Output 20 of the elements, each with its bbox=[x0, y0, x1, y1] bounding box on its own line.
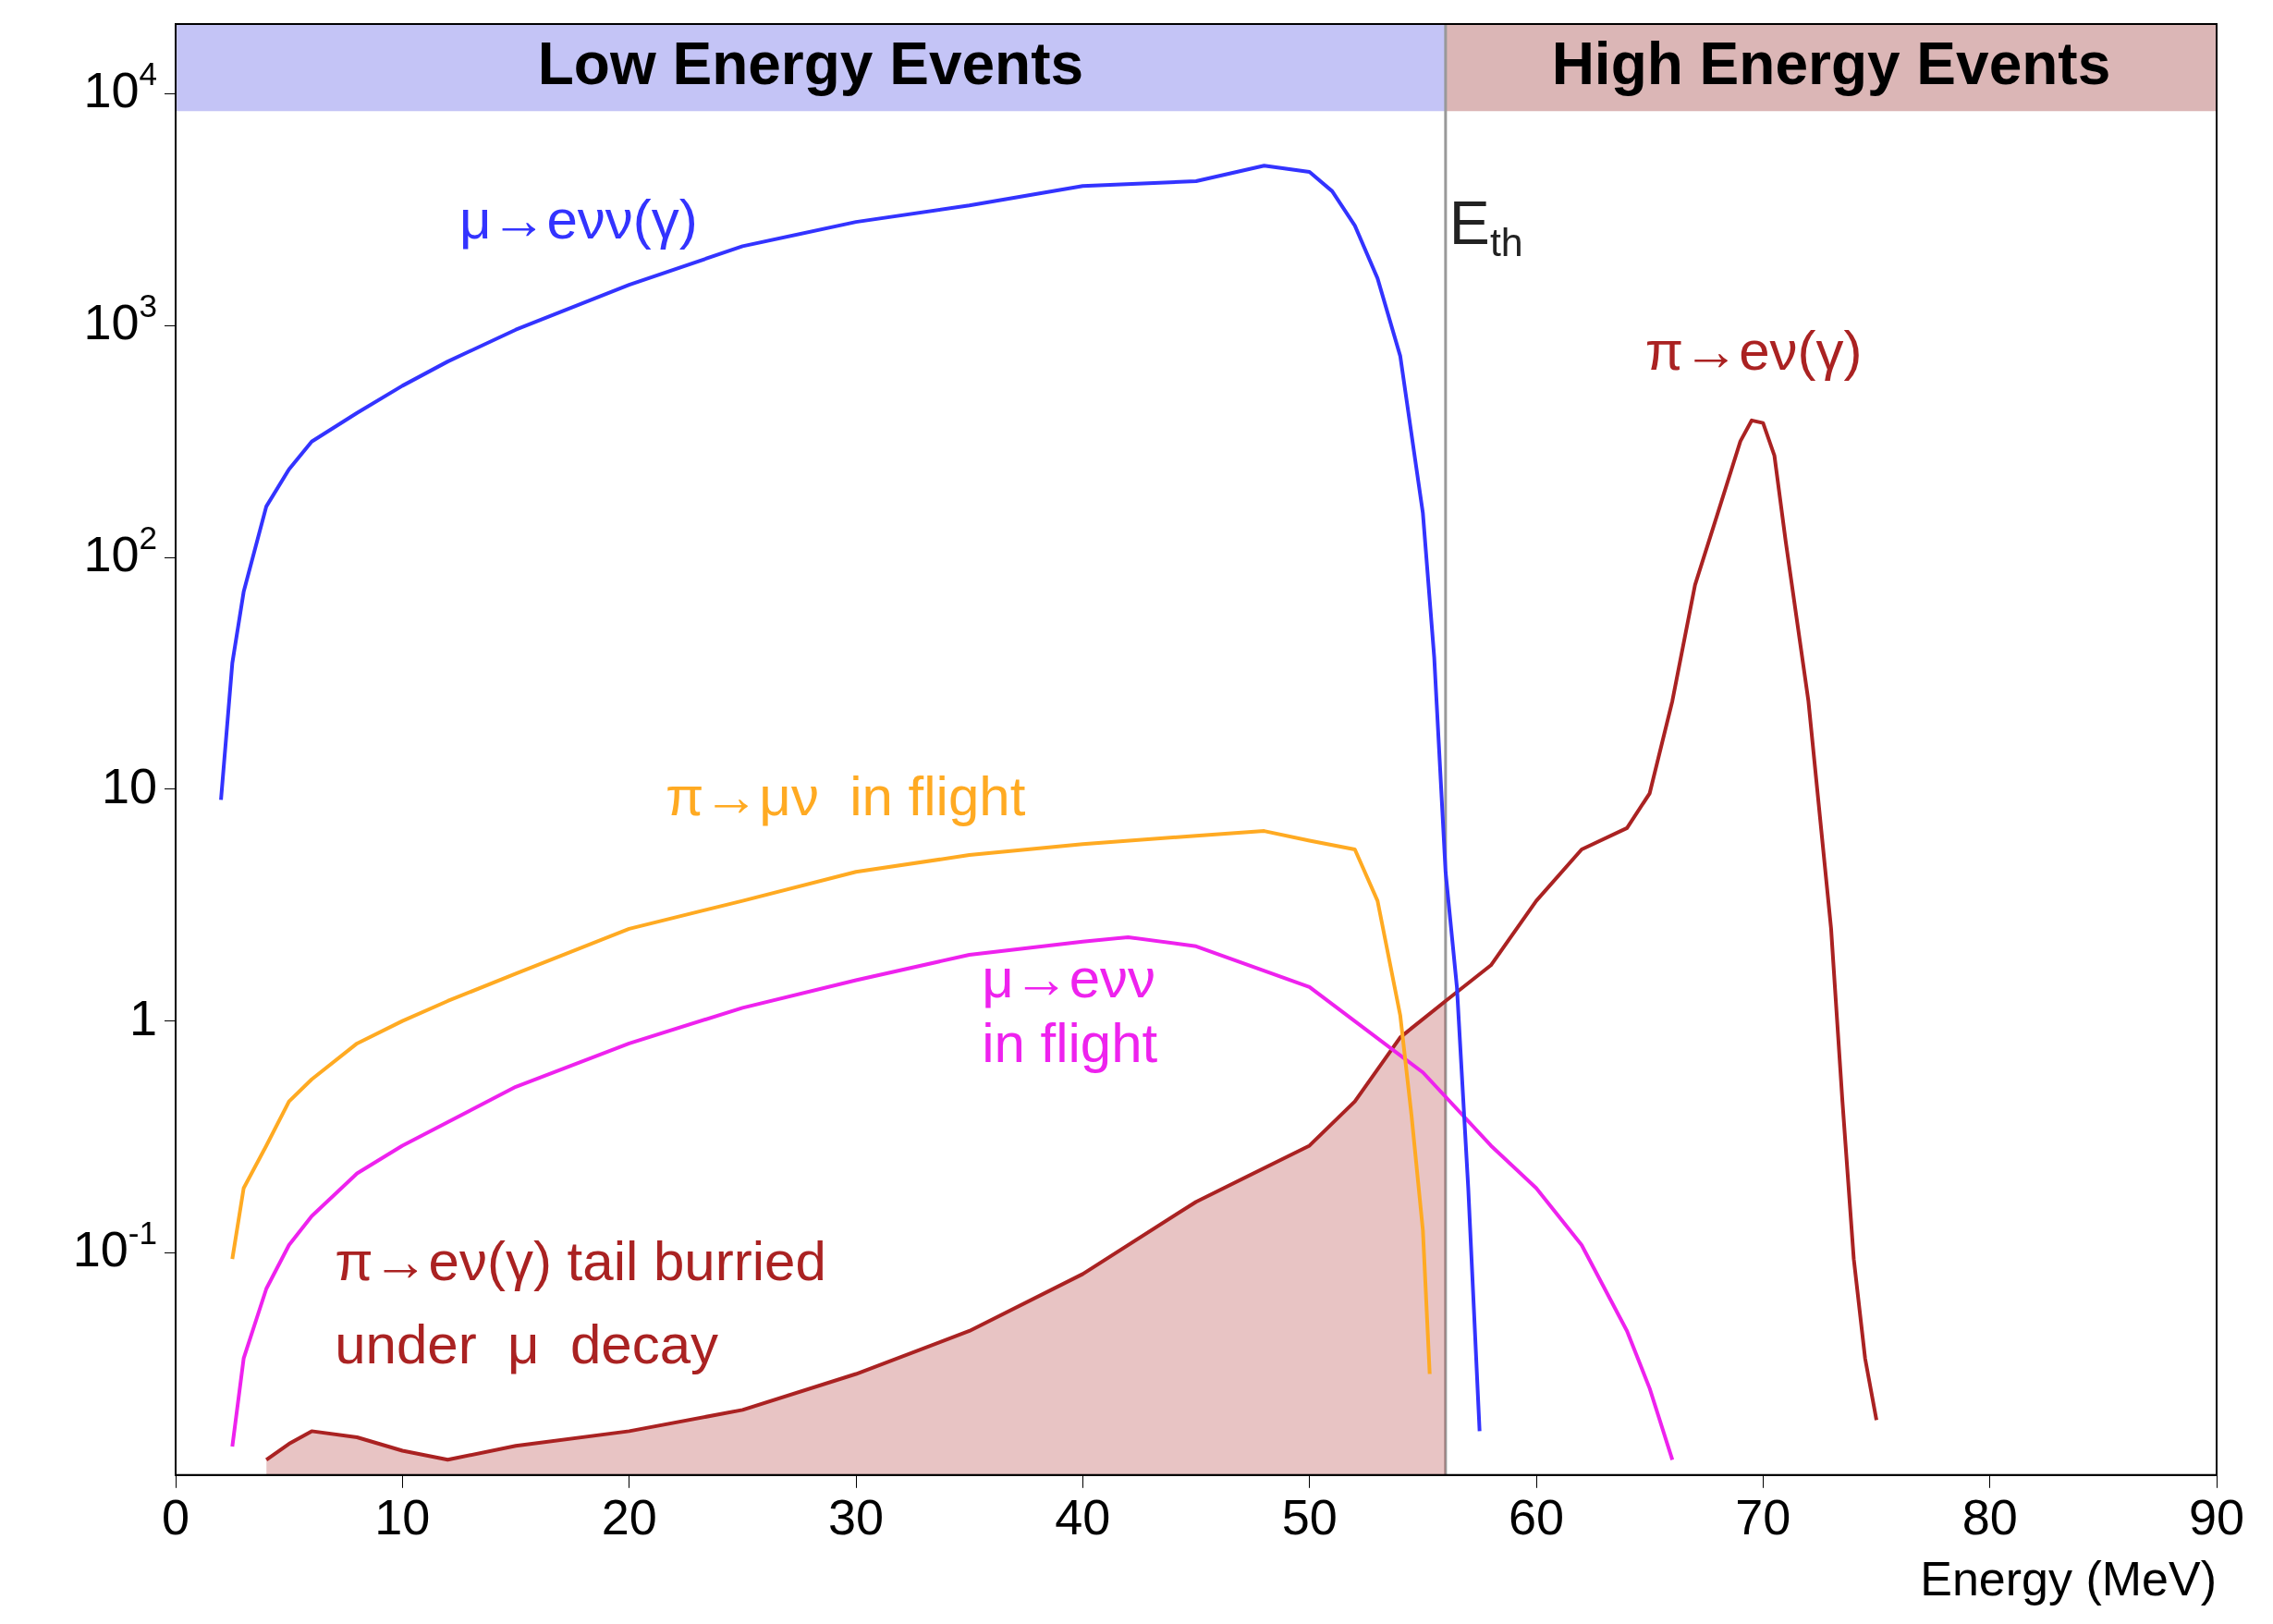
band-label: Low Energy Events bbox=[537, 30, 1084, 97]
x-tick-label: 70 bbox=[1735, 1489, 1791, 1545]
x-tick-label: 10 bbox=[374, 1489, 431, 1545]
x-tick-label: 30 bbox=[827, 1489, 885, 1545]
y-tick-label: 10 bbox=[101, 757, 158, 813]
series-label: μ→eνν in flight bbox=[982, 946, 1158, 1074]
x-tick-label: 80 bbox=[1961, 1489, 2018, 1545]
x-tick-label: 90 bbox=[2188, 1489, 2245, 1545]
x-tick-label: 0 bbox=[161, 1489, 190, 1545]
series-label: π→eν(γ) bbox=[1644, 320, 1863, 383]
band-label: High Energy Events bbox=[1551, 30, 2111, 97]
x-tick-label: 40 bbox=[1055, 1489, 1111, 1545]
x-tick-label: 50 bbox=[1281, 1489, 1338, 1545]
series-label: π→μν in flight bbox=[665, 765, 1026, 828]
x-axis-title: Energy (MeV) bbox=[1920, 1552, 2217, 1606]
series-label: μ→eνν(γ) bbox=[458, 188, 698, 250]
x-tick-label: 60 bbox=[1508, 1489, 1565, 1545]
x-tick-label: 20 bbox=[601, 1489, 657, 1545]
y-tick-label: 1 bbox=[128, 989, 158, 1045]
annotation: π→eν(γ) tail burried under μ decay bbox=[335, 1229, 826, 1375]
